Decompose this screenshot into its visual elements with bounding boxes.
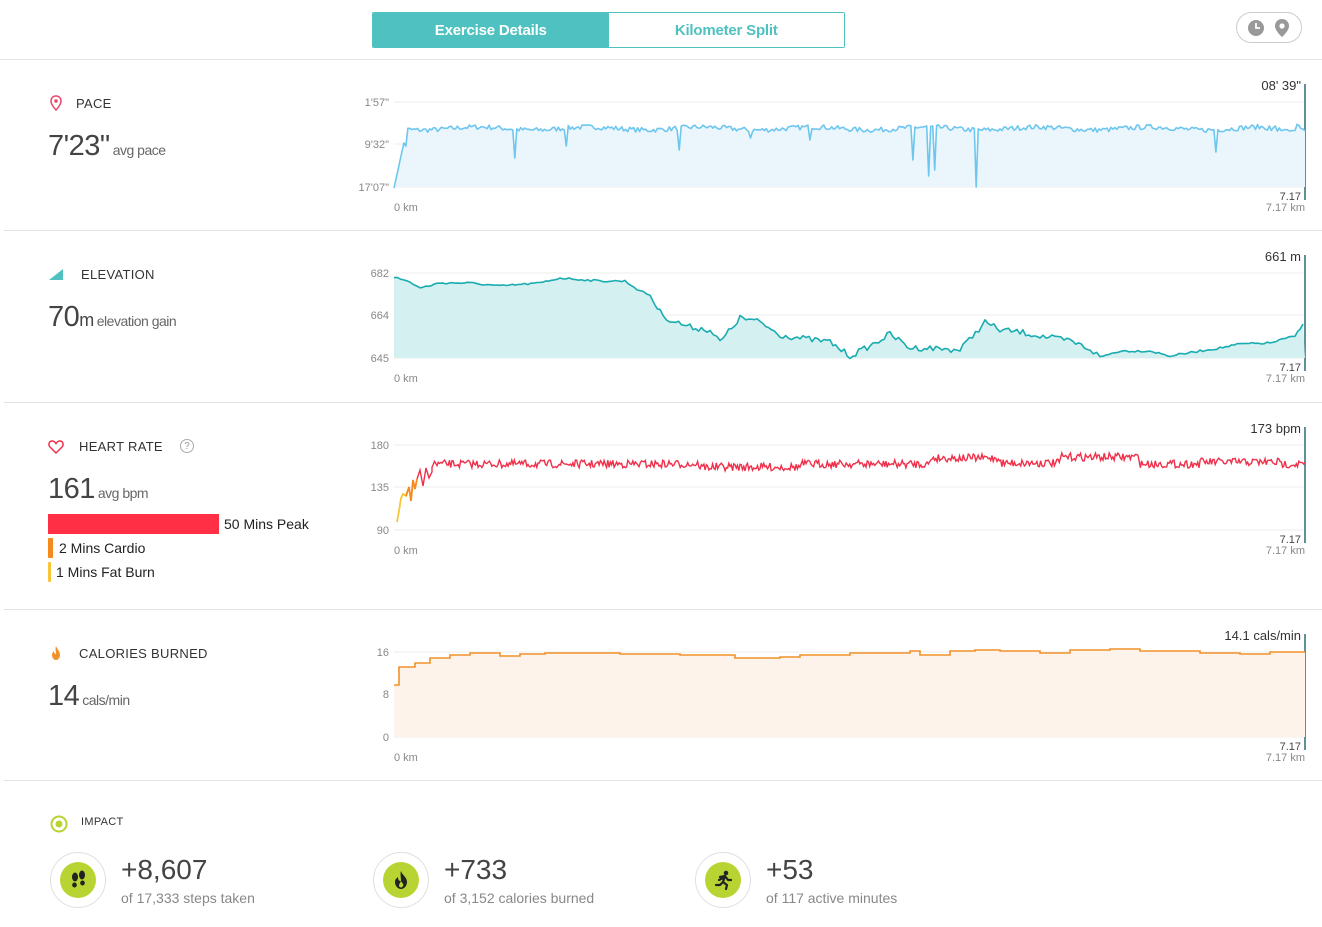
y-tick-label: 16 — [377, 647, 389, 659]
calories-section: CALORIES BURNED 14 cals/min — [4, 610, 1322, 781]
x-end-label: 7.17 km — [1266, 202, 1305, 214]
current-value-label: 14.1 cals/min — [1224, 628, 1301, 643]
view-mode-toggle — [1236, 12, 1302, 43]
elevation-title: ELEVATION — [81, 267, 155, 282]
heart-rate-section: HEART RATE ? 161 avg bpm 50 Mins Peak 2 Mi… — [4, 403, 1322, 610]
pace-unit: avg pace — [112, 142, 166, 158]
x-start-label: 0 km — [394, 545, 418, 557]
zone-bar — [48, 538, 53, 558]
elevation-value-unit: m — [79, 310, 94, 330]
impact-calories: +733 of 3,152 calories burned — [373, 852, 673, 914]
map-pin-icon[interactable] — [1271, 17, 1293, 39]
impact-steps-badge — [50, 852, 106, 908]
y-tick-label: 682 — [371, 268, 389, 280]
y-tick-label: 645 — [371, 353, 389, 365]
impact-active-minutes-value: +53 — [766, 854, 814, 885]
y-tick-label: 0 — [383, 732, 389, 744]
tab-kilometer-split[interactable]: Kilometer Split — [608, 13, 844, 47]
cardio-segment — [405, 478, 418, 502]
zone-bar — [48, 562, 51, 582]
cursor-label: 7.17 — [1280, 362, 1301, 374]
elevation-unit: elevation gain — [96, 313, 177, 329]
y-tick-label: 8 — [383, 689, 389, 701]
y-tick-label: 90 — [377, 525, 389, 537]
series-line — [416, 450, 1306, 487]
zone-label: 2 Mins Cardio — [59, 540, 146, 556]
impact-steps-value: +8,607 — [121, 854, 208, 885]
view-tabs: Exercise Details Kilometer Split — [372, 12, 845, 48]
impact-calories-value: +733 — [444, 854, 508, 885]
area-fill — [394, 649, 1305, 737]
impact-steps-label: of 17,333 steps taken — [121, 890, 255, 906]
series-line — [394, 648, 1305, 686]
help-icon[interactable]: ? — [180, 439, 194, 453]
pace-section: PACE 7'23" avg pace — [4, 60, 1322, 231]
x-end-label: 7.17 km — [1266, 373, 1305, 385]
x-end-label: 7.17 km — [1266, 545, 1305, 557]
elevation-value-number: 70 — [48, 301, 80, 333]
impact-calories-label: of 3,152 calories burned — [444, 890, 595, 906]
impact-active-minutes-label: of 117 active minutes — [766, 890, 898, 906]
current-value-label: 173 bpm — [1250, 421, 1301, 436]
calories-unit: cals/min — [82, 692, 130, 708]
cursor-label: 7.17 — [1280, 741, 1301, 753]
header-bar: Exercise Details Kilometer Split — [0, 0, 1322, 60]
y-tick-label: 17'07" — [359, 182, 390, 194]
calories-value: 14 cals/min — [48, 680, 130, 713]
heart-rate-unit: avg bpm — [97, 485, 149, 501]
elevation-icon — [49, 269, 63, 280]
pace-value-number: 7'23" — [48, 130, 110, 162]
elevation-section: ELEVATION 70m elevation gain — [4, 231, 1322, 403]
runner-icon — [714, 870, 733, 891]
calories-title: CALORIES BURNED — [79, 646, 208, 661]
flame-icon — [395, 871, 407, 889]
flame-icon — [52, 646, 60, 660]
impact-steps: +8,607 of 17,333 steps taken — [50, 852, 350, 914]
target-icon — [50, 815, 68, 833]
tab-exercise-details[interactable]: Exercise Details — [373, 13, 609, 47]
cursor-label: 7.17 — [1280, 534, 1301, 546]
impact-title: IMPACT — [81, 816, 124, 828]
zone-label: 50 Mins Peak — [224, 516, 309, 532]
series-line — [393, 123, 1306, 189]
x-start-label: 0 km — [394, 373, 418, 385]
zone-bar — [48, 514, 219, 534]
area-fill — [394, 124, 1305, 188]
impact-active-minutes: +53 of 117 active minutes — [695, 852, 995, 914]
current-value-label: 08' 39" — [1261, 78, 1301, 93]
area-fill — [394, 277, 1305, 359]
heart-rate-title: HEART RATE — [79, 439, 163, 454]
footsteps-icon — [72, 870, 85, 888]
clock-icon[interactable] — [1245, 17, 1267, 39]
y-tick-label: 180 — [371, 440, 389, 452]
heart-icon — [48, 440, 64, 455]
y-tick-label: 9'32" — [365, 139, 389, 151]
map-pin-icon — [50, 95, 62, 111]
calories-value-number: 14 — [48, 680, 80, 712]
heart-rate-value-number: 161 — [48, 473, 95, 505]
current-value-label: 661 m — [1265, 249, 1301, 264]
elevation-value: 70m elevation gain — [48, 301, 177, 334]
impact-calories-badge — [373, 852, 429, 908]
x-start-label: 0 km — [394, 202, 418, 214]
y-tick-label: 135 — [371, 482, 389, 494]
series-line — [393, 276, 1304, 360]
x-start-label: 0 km — [394, 752, 418, 764]
zone-label: 1 Mins Fat Burn — [56, 564, 155, 580]
heart-rate-value: 161 avg bpm — [48, 473, 149, 506]
y-tick-label: 664 — [371, 310, 389, 322]
pace-value: 7'23" avg pace — [48, 130, 166, 163]
y-tick-label: 1'57" — [365, 97, 389, 109]
cursor-label: 7.17 — [1280, 191, 1301, 203]
impact-active-minutes-badge — [695, 852, 751, 908]
x-end-label: 7.17 km — [1266, 752, 1305, 764]
pace-title: PACE — [76, 96, 112, 111]
